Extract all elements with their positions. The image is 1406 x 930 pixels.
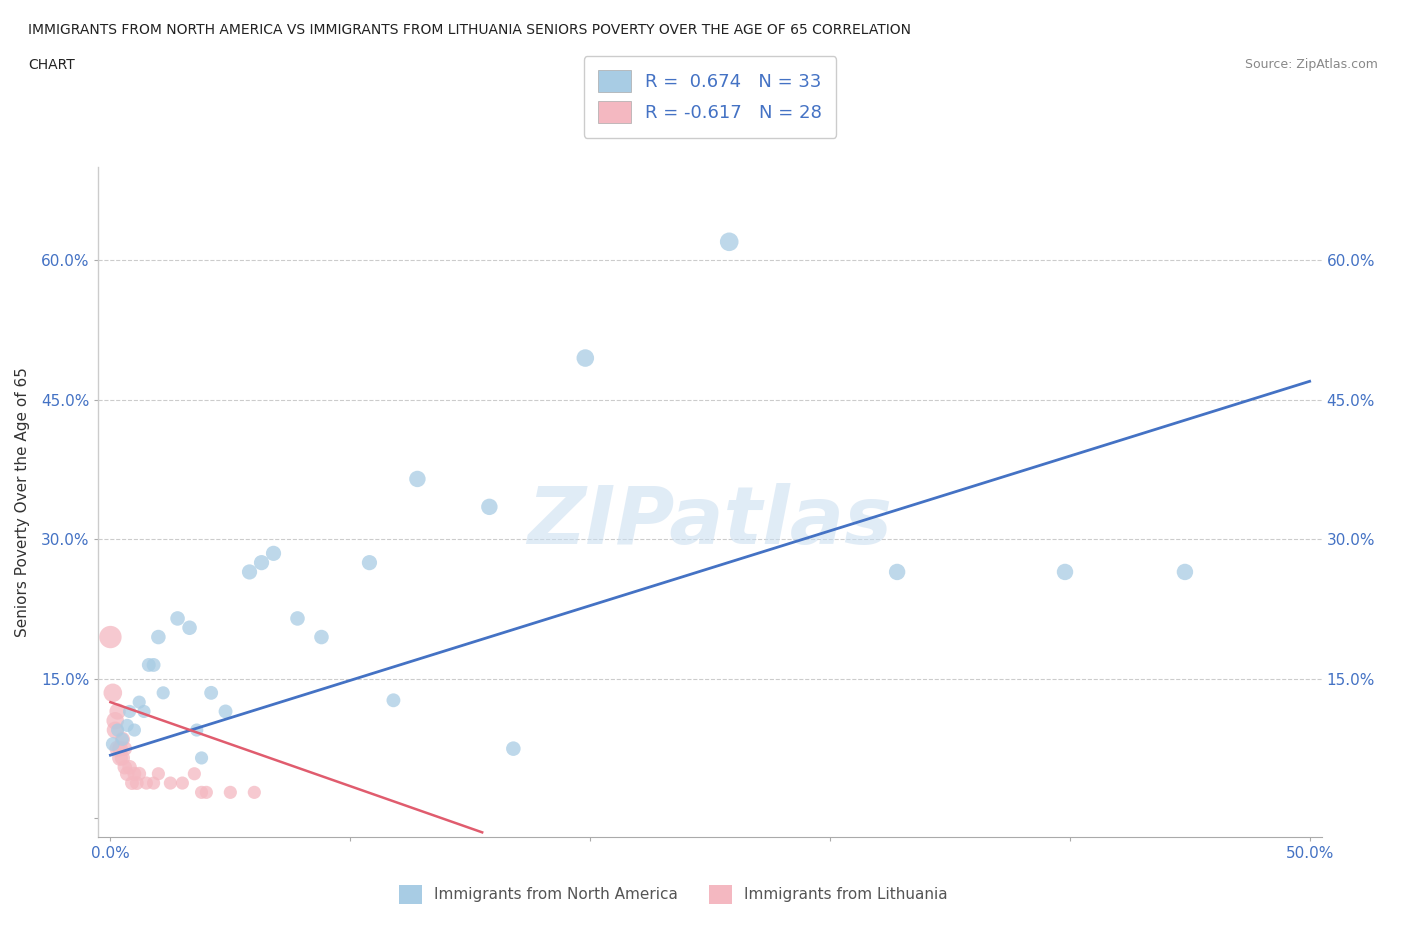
Point [114, 760, 136, 775]
Point [159, 776, 181, 790]
Point [111, 732, 134, 747]
Point [121, 776, 143, 790]
Point [101, 737, 124, 751]
Point [111, 732, 134, 747]
Point [214, 704, 236, 719]
Point [132, 704, 155, 719]
Point [190, 785, 212, 800]
Point [152, 685, 174, 700]
Point [311, 630, 333, 644]
Point [107, 741, 129, 756]
Point [195, 785, 218, 800]
Point [1174, 565, 1197, 579]
Point [111, 751, 134, 765]
Point [114, 741, 136, 756]
Point [718, 234, 741, 249]
Point [107, 704, 129, 719]
Point [886, 565, 908, 579]
Point [128, 695, 150, 710]
Point [148, 766, 170, 781]
Point [142, 776, 165, 790]
Point [287, 611, 309, 626]
Y-axis label: Seniors Poverty Over the Age of 65: Seniors Poverty Over the Age of 65 [15, 367, 30, 637]
Point [124, 723, 146, 737]
Point [125, 776, 148, 790]
Point [115, 766, 138, 781]
Point [104, 723, 127, 737]
Text: Source: ZipAtlas.com: Source: ZipAtlas.com [1244, 58, 1378, 71]
Point [263, 546, 285, 561]
Point [574, 351, 596, 365]
Point [135, 776, 157, 790]
Point [200, 685, 222, 700]
Point [148, 630, 170, 644]
Point [138, 658, 160, 672]
Point [115, 718, 138, 733]
Point [118, 704, 141, 719]
Text: ZIPatlas: ZIPatlas [527, 484, 893, 562]
Point [478, 499, 501, 514]
Point [172, 776, 194, 790]
Point [190, 751, 212, 765]
Legend: Immigrants from North America, Immigrants from Lithuania: Immigrants from North America, Immigrant… [394, 879, 953, 910]
Point [359, 555, 381, 570]
Point [1053, 565, 1076, 579]
Point [108, 741, 131, 756]
Point [104, 713, 127, 728]
Point [243, 785, 266, 800]
Point [101, 685, 124, 700]
Point [118, 760, 141, 775]
Point [124, 766, 146, 781]
Point [166, 611, 188, 626]
Point [142, 658, 165, 672]
Point [238, 565, 260, 579]
Point [219, 785, 242, 800]
Point [108, 751, 131, 765]
Point [107, 723, 129, 737]
Point [183, 766, 205, 781]
Point [250, 555, 273, 570]
Point [100, 630, 122, 644]
Point [186, 723, 208, 737]
Point [382, 693, 405, 708]
Point [128, 766, 150, 781]
Text: CHART: CHART [28, 58, 75, 72]
Point [179, 620, 201, 635]
Point [406, 472, 429, 486]
Point [502, 741, 524, 756]
Text: IMMIGRANTS FROM NORTH AMERICA VS IMMIGRANTS FROM LITHUANIA SENIORS POVERTY OVER : IMMIGRANTS FROM NORTH AMERICA VS IMMIGRA… [28, 23, 911, 37]
